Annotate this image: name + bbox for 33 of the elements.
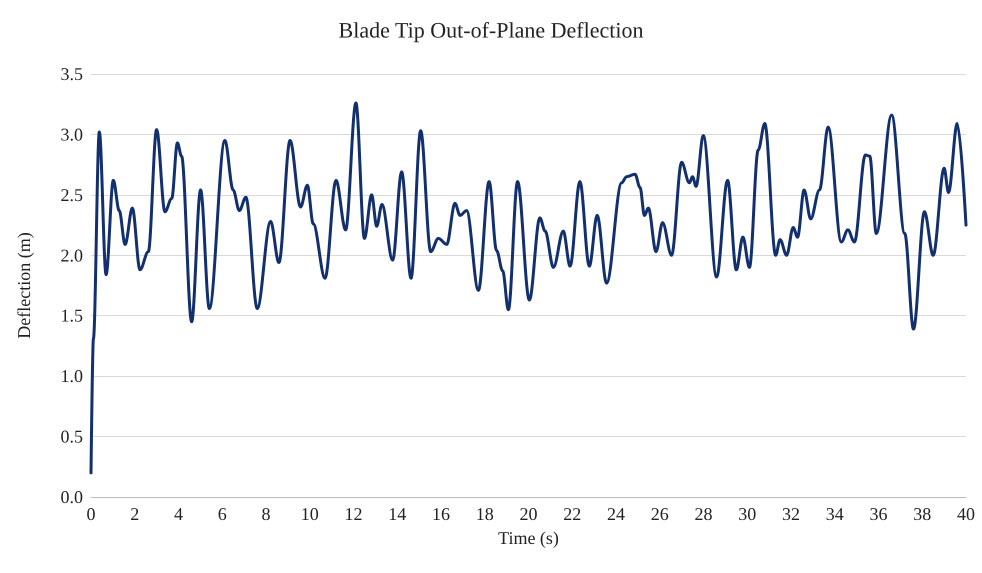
- chart-title: Blade Tip Out-of-Plane Deflection: [338, 18, 644, 42]
- x-tick-label: 4: [174, 504, 183, 524]
- y-tick-label: 1.5: [60, 306, 83, 326]
- y-tick-label: 3.5: [60, 64, 83, 84]
- y-tick-label: 3.0: [60, 124, 83, 144]
- x-tick-label: 2: [130, 504, 140, 524]
- x-tick-label: 12: [344, 504, 362, 524]
- x-tick-label: 22: [563, 504, 582, 524]
- x-tick-label: 38: [913, 504, 932, 524]
- y-tick-label: 2.5: [60, 184, 83, 205]
- x-tick-label: 8: [262, 504, 270, 524]
- x-tick-label: 20: [520, 504, 538, 524]
- x-tick-label: 24: [607, 504, 625, 524]
- x-tick-label: 26: [650, 504, 669, 524]
- line-series: [90, 102, 968, 474]
- y-tick-label: 0.5: [60, 426, 83, 447]
- x-tick-label: 16: [432, 504, 450, 524]
- y-tick-label: 0.0: [60, 487, 83, 507]
- x-axis-title: Time (s): [498, 528, 559, 548]
- x-tick-label: 14: [388, 504, 406, 524]
- x-tick-label: 6: [218, 504, 227, 524]
- x-tick-label: 40: [957, 504, 975, 524]
- x-tick-label: 34: [826, 504, 844, 524]
- x-tick-label: 18: [476, 504, 494, 524]
- x-tick-label: 36: [870, 504, 888, 524]
- y-tick-label: 1.0: [60, 366, 83, 386]
- x-tick-label: 28: [694, 504, 712, 524]
- x-tick-label: 10: [300, 504, 319, 524]
- x-tick-label: 32: [782, 504, 800, 524]
- y-tick-label: 2.0: [60, 245, 83, 266]
- y-axis-title: Deflection (m): [14, 232, 34, 339]
- x-tick-label: 0: [86, 504, 96, 524]
- x-tick-label: 30: [738, 504, 756, 524]
